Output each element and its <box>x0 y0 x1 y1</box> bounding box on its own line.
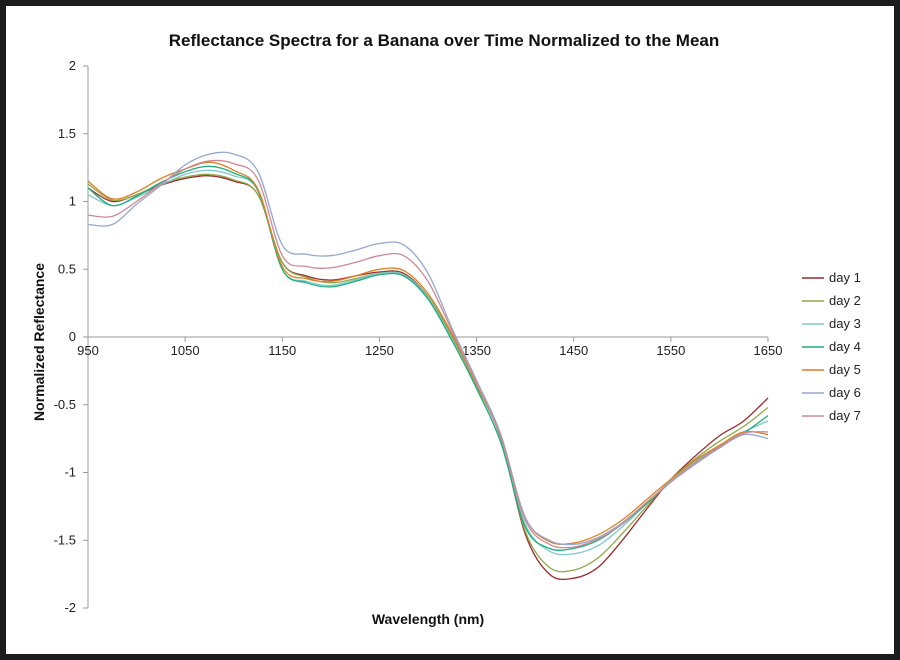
legend-label: day 4 <box>829 339 861 354</box>
y-tick-label: -2 <box>64 600 76 615</box>
chart-title: Reflectance Spectra for a Banana over Ti… <box>169 31 719 50</box>
y-tick-label: -0.5 <box>54 397 76 412</box>
legend-label: day 5 <box>829 362 861 377</box>
legend: day 1 day 2 day 3 day 4 day 5 day 6 day 7 <box>802 270 861 423</box>
y-tick-label: -1 <box>64 465 76 480</box>
legend-label: day 1 <box>829 270 861 285</box>
x-tick-label: 1350 <box>462 343 491 358</box>
series-line-day-2 <box>87 173 769 573</box>
x-tick-label: 1550 <box>656 343 685 358</box>
x-tick-label: 1650 <box>754 343 783 358</box>
series-layer <box>87 151 769 581</box>
legend-label: day 2 <box>829 293 861 308</box>
x-tick-label: 1450 <box>559 343 588 358</box>
series-line-day-1 <box>87 175 769 581</box>
series-line-day-4 <box>87 165 769 551</box>
y-tick-label: 1.5 <box>58 126 76 141</box>
series-line-day-3 <box>87 169 769 556</box>
axes-layer: 2 1.5 1 0.5 0 -0.5 -1 -1.5 -2 950 1050 1150 1250 1350… <box>54 58 783 615</box>
legend-label: day 7 <box>829 408 861 423</box>
x-tick-label: 950 <box>77 343 99 358</box>
legend-label: day 3 <box>829 316 861 331</box>
y-tick-label: 0 <box>69 329 76 344</box>
x-tick-label: 1050 <box>171 343 200 358</box>
x-tick-label: 1250 <box>365 343 394 358</box>
series-line-day-7 <box>87 159 769 549</box>
y-tick-label: -1.5 <box>54 532 76 547</box>
x-tick-label: 1150 <box>268 343 296 358</box>
legend-label: day 6 <box>829 385 861 400</box>
x-axis-label: Wavelength (nm) <box>372 611 484 627</box>
y-axis-label: Normalized Reflectance <box>31 263 47 421</box>
y-tick-label: 0.5 <box>58 261 76 276</box>
y-tick-label: 1 <box>69 194 76 209</box>
chart-frame: Reflectance Spectra for a Banana over Ti… <box>6 6 894 654</box>
y-tick-label: 2 <box>69 58 76 73</box>
chart-svg: Reflectance Spectra for a Banana over Ti… <box>31 31 861 627</box>
series-line-day-5 <box>87 161 769 545</box>
